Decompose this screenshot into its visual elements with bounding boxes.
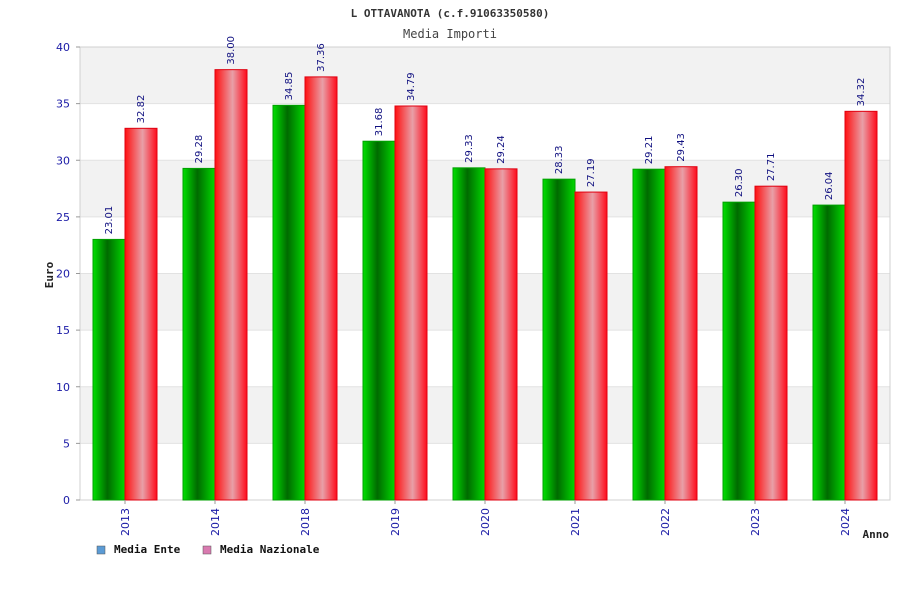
legend-label-media-nazionale: Media Nazionale [220, 543, 320, 556]
x-tick-label: 2022 [659, 508, 672, 536]
y-tick-label: 35 [56, 98, 70, 111]
y-tick-label: 25 [56, 211, 70, 224]
legend-swatch-media-nazionale [202, 545, 212, 555]
value-label: 27.19 [586, 158, 597, 187]
value-label: 38.00 [226, 36, 237, 65]
value-label: 34.85 [284, 72, 295, 101]
grid-band [80, 47, 890, 104]
legend: Media Ente Media Nazionale [96, 543, 320, 556]
x-tick-label: 2013 [119, 508, 132, 536]
y-tick-label: 0 [63, 494, 70, 507]
bar-media-ente-2018 [272, 104, 306, 501]
bar-media-ente-2014 [182, 167, 216, 501]
bar-media-nazionale-2018 [304, 76, 338, 501]
value-label: 29.28 [194, 135, 205, 164]
bar-media-ente-2022 [632, 168, 666, 501]
bar-media-ente-2020 [452, 167, 486, 501]
value-label: 29.33 [464, 134, 475, 163]
y-axis-label: Euro [43, 261, 56, 288]
bar-media-nazionale-2014 [214, 69, 248, 501]
bar-media-nazionale-2023 [754, 185, 788, 501]
y-tick-label: 20 [56, 268, 70, 281]
y-tick-label: 30 [56, 154, 70, 167]
chart-subtitle: Media Importi [403, 27, 497, 41]
x-tick-label: 2019 [389, 508, 402, 536]
bar-media-ente-2024 [812, 204, 846, 501]
bar-media-nazionale-2020 [484, 168, 518, 501]
y-tick-label: 5 [63, 437, 70, 450]
bar-media-nazionale-2021 [574, 191, 608, 501]
x-tick-label: 2018 [299, 508, 312, 536]
value-label: 23.01 [104, 206, 115, 235]
y-axis-ticks: 0 5 10 15 20 25 30 35 40 [56, 41, 80, 507]
x-tick-label: 2014 [209, 508, 222, 536]
value-label: 28.33 [554, 146, 565, 175]
y-tick-label: 40 [56, 41, 70, 54]
bar-media-nazionale-2013 [124, 127, 158, 501]
bar-media-ente-2019 [362, 140, 396, 501]
bar-media-nazionale-2019 [394, 105, 428, 501]
bar-media-nazionale-2024 [844, 110, 878, 501]
value-label: 26.04 [824, 171, 835, 200]
bar-media-ente-2013 [92, 238, 126, 501]
x-tick-label: 2020 [479, 508, 492, 536]
x-tick-label: 2023 [749, 508, 762, 536]
chart-title: L OTTAVANOTA (c.f.91063350580) [351, 7, 550, 20]
legend-label-media-ente: Media Ente [114, 543, 181, 556]
value-label: 29.21 [644, 136, 655, 165]
value-label: 29.43 [676, 133, 687, 162]
value-label: 32.82 [136, 95, 147, 124]
value-label: 26.30 [734, 169, 745, 198]
bar-media-nazionale-2022 [664, 166, 698, 501]
x-axis-label: Anno [863, 528, 890, 541]
bar-media-ente-2023 [722, 201, 756, 501]
bars [92, 69, 878, 501]
value-label: 37.36 [316, 43, 327, 72]
legend-swatch-media-ente [96, 545, 106, 555]
value-label: 34.79 [406, 72, 417, 101]
value-labels: 23.01 32.82 29.28 38.00 34.85 37.36 31.68 34.79… [104, 36, 867, 234]
value-label: 34.32 [856, 78, 867, 107]
x-axis-ticks: 2013 2014 2018 2019 2020 2021 2022 2023 2024 [119, 500, 852, 536]
y-tick-label: 10 [56, 381, 70, 394]
bar-media-ente-2021 [542, 178, 576, 501]
value-label: 31.68 [374, 108, 385, 137]
y-tick-label: 15 [56, 324, 70, 337]
x-tick-label: 2024 [839, 508, 852, 536]
x-tick-label: 2021 [569, 508, 582, 536]
value-label: 27.71 [766, 153, 777, 182]
value-label: 29.24 [496, 135, 507, 164]
